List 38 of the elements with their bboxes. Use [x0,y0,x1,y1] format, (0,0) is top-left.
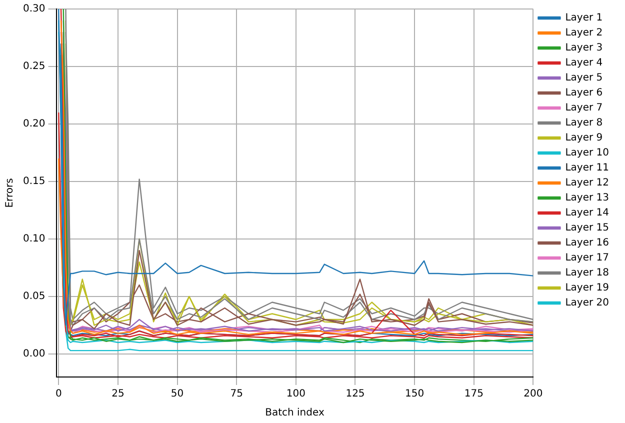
legend-label: Layer 17 [565,252,610,264]
legend-label: Layer 8 [565,118,603,129]
x-tick-label: 0 [55,388,62,400]
x-tick-label: 150 [405,388,424,400]
legend-label: Layer 6 [565,88,603,99]
x-tick-label: 175 [464,388,484,400]
legend-label: Layer 13 [565,192,610,204]
y-tick-label: 0.00 [23,348,46,360]
legend-label: Layer 11 [565,162,610,174]
legend-label: Layer 9 [565,132,603,144]
y-tick-label: 0.15 [23,176,46,188]
y-tick-label: 0.25 [23,61,46,72]
y-tick-label: 0.20 [23,118,46,130]
x-tick-label: 25 [112,388,124,400]
legend-label: Layer 10 [565,148,610,159]
x-tick-label: 50 [170,388,184,400]
x-tick-label: 200 [524,388,543,400]
legend-label: Layer 1 [565,12,603,24]
x-tick-label: 100 [286,388,306,400]
x-axis-title: Batch index [265,408,324,419]
legend-label: Layer 5 [565,72,603,84]
legend-label: Layer 3 [565,42,603,54]
legend-label: Layer 19 [565,282,610,294]
y-tick-label: 0.10 [23,234,46,245]
y-axis-title: Errors [4,178,16,208]
x-tick-label: 75 [230,388,243,400]
legend-label: Layer 12 [565,178,610,189]
x-tick-label: 125 [346,388,365,400]
legend-label: Layer 16 [565,238,610,249]
y-tick-label: 0.05 [23,291,46,302]
legend-label: Layer 2 [565,28,603,39]
y-tick-label: 0.30 [23,4,46,15]
legend-label: Layer 14 [565,208,610,219]
legend-label: Layer 20 [565,298,610,309]
legend-label: Layer 7 [565,102,603,114]
legend-label: Layer 18 [565,268,610,279]
legend-label: Layer 4 [565,58,603,69]
legend-label: Layer 15 [565,222,610,234]
